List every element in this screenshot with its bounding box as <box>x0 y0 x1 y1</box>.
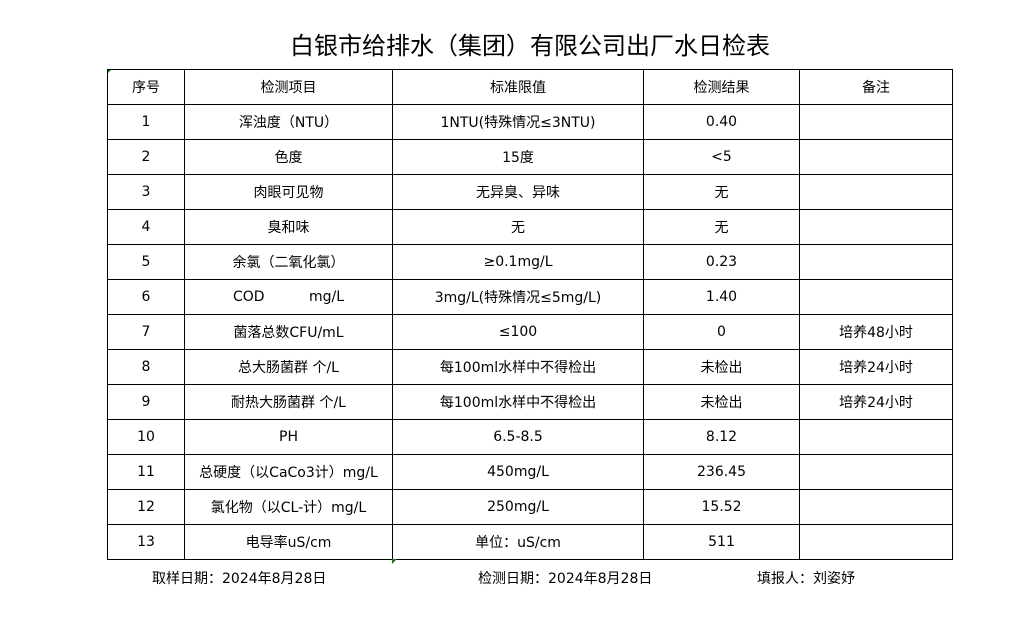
remark: 培养24小时 <box>799 384 953 420</box>
row-number: 9 <box>107 384 185 420</box>
table-row: 4 臭和味无无 <box>107 209 953 245</box>
standard-limit: 250mg/L <box>392 489 644 525</box>
test-result: 236.45 <box>643 454 800 490</box>
remark <box>799 174 953 210</box>
remark: 培养48小时 <box>799 314 953 350</box>
test-result: 0 <box>643 314 800 350</box>
standard-limit: 每100ml水样中不得检出 <box>392 349 644 385</box>
standard-limit: 每100ml水样中不得检出 <box>392 384 644 420</box>
remark <box>799 489 953 525</box>
table-row: 11 总硬度（以CaCo3计）mg/L 450mg/L 236.45 <box>107 454 953 490</box>
test-item: 色度 <box>184 139 393 175</box>
page-title: 白银市给排水（集团）有限公司出厂水日检表 <box>290 32 770 60</box>
header-cell: 检测结果 <box>643 69 800 105</box>
table-row: 5 余氯（二氧化氯） ≥0.1mg/L 0.23 <box>107 244 953 280</box>
remark <box>799 104 953 140</box>
test-item: PH <box>184 419 393 455</box>
standard-limit: ≥0.1mg/L <box>392 244 644 280</box>
reporter: 填报人：刘姿妤 <box>757 571 855 587</box>
remark <box>799 139 953 175</box>
sample-date: 取样日期：2024年8月28日 <box>152 571 327 587</box>
table-row: 1 浑浊度（NTU） 1NTU(特殊情况≤3NTU) 0.40 <box>107 104 953 140</box>
remark <box>799 524 953 560</box>
test-item: 总硬度（以CaCo3计）mg/L <box>184 454 393 490</box>
test-result: 15.52 <box>643 489 800 525</box>
test-result: 0.40 <box>643 104 800 140</box>
header-cell: 检测项目 <box>184 69 393 105</box>
test-item: 总大肠菌群 个/L <box>184 349 393 385</box>
remark <box>799 279 953 315</box>
test-result: 无 <box>643 209 800 245</box>
remark: 培养24小时 <box>799 349 953 385</box>
test-item: 耐热大肠菌群 个/L <box>184 384 393 420</box>
row-number: 5 <box>107 244 185 280</box>
cell-marker <box>392 559 397 564</box>
table-row: 12 氯化物（以CL-计）mg/L 250mg/L 15.52 <box>107 489 953 525</box>
header-cell: 序号 <box>107 69 185 105</box>
table-row: 9 耐热大肠菌群 个/L 每100ml水样中不得检出 未检出 培养24小时 <box>107 384 953 420</box>
test-result: 无 <box>643 174 800 210</box>
test-result: <5 <box>643 139 800 175</box>
standard-limit: 无 <box>392 209 644 245</box>
test-item: 氯化物（以CL-计）mg/L <box>184 489 393 525</box>
remark <box>799 454 953 490</box>
remark <box>799 419 953 455</box>
row-number: 2 <box>107 139 185 175</box>
row-number: 7 <box>107 314 185 350</box>
row-number: 11 <box>107 454 185 490</box>
row-number: 12 <box>107 489 185 525</box>
test-result: 1.40 <box>643 279 800 315</box>
table-row: 10 PH 6.5-8.5 8.12 <box>107 419 953 455</box>
standard-limit: 6.5-8.5 <box>392 419 644 455</box>
table-row: 6 COD mg/L 3mg/L(特殊情况≤5mg/L) 1.40 <box>107 279 953 315</box>
test-result: 8.12 <box>643 419 800 455</box>
test-item: 肉眼可见物 <box>184 174 393 210</box>
row-number: 1 <box>107 104 185 140</box>
test-result: 未检出 <box>643 349 800 385</box>
row-number: 4 <box>107 209 185 245</box>
standard-limit: 单位：uS/cm <box>392 524 644 560</box>
test-item: 臭和味 <box>184 209 393 245</box>
test-item: 电导率uS/cm <box>184 524 393 560</box>
table-row: 8 总大肠菌群 个/L 每100ml水样中不得检出 未检出 培养24小时 <box>107 349 953 385</box>
table-row: 13 电导率uS/cm 单位：uS/cm 511 <box>107 524 953 560</box>
row-number: 13 <box>107 524 185 560</box>
row-number: 3 <box>107 174 185 210</box>
standard-limit: 无异臭、异味 <box>392 174 644 210</box>
test-result: 511 <box>643 524 800 560</box>
row-number: 8 <box>107 349 185 385</box>
row-number: 6 <box>107 279 185 315</box>
standard-limit: ≤100 <box>392 314 644 350</box>
test-result: 未检出 <box>643 384 800 420</box>
row-number: 10 <box>107 419 185 455</box>
standard-limit: 1NTU(特殊情况≤3NTU) <box>392 104 644 140</box>
test-item: 余氯（二氧化氯） <box>184 244 393 280</box>
header-cell: 备注 <box>799 69 953 105</box>
test-result: 0.23 <box>643 244 800 280</box>
table-header-row: 序号 检测项目 标准限值 检测结果 备注 <box>107 69 953 105</box>
test-item: 浑浊度（NTU） <box>184 104 393 140</box>
remark <box>799 244 953 280</box>
standard-limit: 450mg/L <box>392 454 644 490</box>
header-cell: 标准限值 <box>392 69 644 105</box>
inspection-table: 序号 检测项目 标准限值 检测结果 备注 1 浑浊度（NTU） 1NTU(特殊情况≤… <box>107 69 953 560</box>
test-item: 菌落总数CFU/mL <box>184 314 393 350</box>
test-date: 检测日期：2024年8月28日 <box>478 571 653 587</box>
table-row: 7 菌落总数CFU/mL ≤100 0 培养48小时 <box>107 314 953 350</box>
standard-limit: 3mg/L(特殊情况≤5mg/L) <box>392 279 644 315</box>
table-row: 3 肉眼可见物 无异臭、异味无 <box>107 174 953 210</box>
table-row: 2 色度 15度 <5 <box>107 139 953 175</box>
test-item: COD mg/L <box>184 279 393 315</box>
remark <box>799 209 953 245</box>
standard-limit: 15度 <box>392 139 644 175</box>
